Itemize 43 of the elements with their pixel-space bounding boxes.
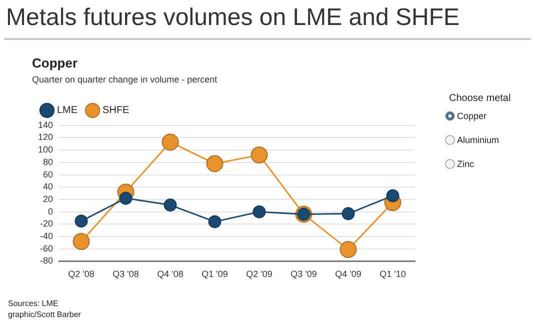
x-tick-label: Q4 '09 bbox=[335, 269, 362, 280]
point bbox=[206, 155, 224, 172]
x-tick-label: Q2 '08 bbox=[68, 269, 94, 280]
point bbox=[250, 146, 268, 164]
x-tick-label: Q2 '09 bbox=[246, 269, 272, 280]
point bbox=[340, 240, 357, 258]
point bbox=[164, 198, 177, 212]
point bbox=[208, 215, 222, 228]
source-note: Sources: LME bbox=[8, 298, 60, 309]
y-tick-label: -60 bbox=[40, 243, 54, 254]
text: Zinc bbox=[457, 159, 474, 169]
y-tick-label: -40 bbox=[40, 230, 54, 241]
y-tick-label: 40 bbox=[43, 182, 54, 192]
x-tick-label: Q3 '08 bbox=[112, 269, 139, 280]
x-tick-label: Q4 '08 bbox=[157, 269, 184, 280]
y-tick-label: 140 bbox=[38, 120, 54, 130]
point bbox=[119, 192, 132, 205]
chart-title: Copper bbox=[32, 55, 78, 70]
text: Copper bbox=[457, 111, 487, 121]
point bbox=[74, 214, 88, 228]
y-tick-label: 120 bbox=[38, 132, 54, 142]
text: Aluminium bbox=[457, 135, 500, 145]
y-tick-label: -80 bbox=[40, 256, 54, 266]
point bbox=[252, 205, 266, 218]
point bbox=[386, 189, 400, 202]
y-tick-label: 100 bbox=[38, 144, 54, 155]
text: graphic/Scott Barber bbox=[8, 309, 81, 320]
x-tick-label: Q3 '09 bbox=[290, 269, 317, 280]
y-tick-label: 60 bbox=[43, 169, 54, 180]
x-tick-label: Q1 '09 bbox=[202, 269, 228, 280]
legend-label: SHFE bbox=[102, 105, 130, 116]
point bbox=[342, 207, 355, 220]
chart-subtitle: Quarter on quarter change in volume - percent bbox=[32, 74, 218, 84]
text: Metals futures volumes on LME and SHFE bbox=[6, 4, 460, 32]
y-tick-label: 80 bbox=[43, 156, 54, 167]
point bbox=[72, 232, 90, 250]
y-tick-label: 20 bbox=[43, 194, 54, 204]
x-tick-label: Q1 '10 bbox=[380, 269, 406, 280]
point bbox=[162, 134, 179, 151]
y-tick-label: -20 bbox=[40, 218, 54, 229]
text: Choose metal bbox=[449, 93, 511, 104]
legend-label: LME bbox=[57, 105, 78, 116]
y-tick-label: 0 bbox=[48, 206, 54, 216]
